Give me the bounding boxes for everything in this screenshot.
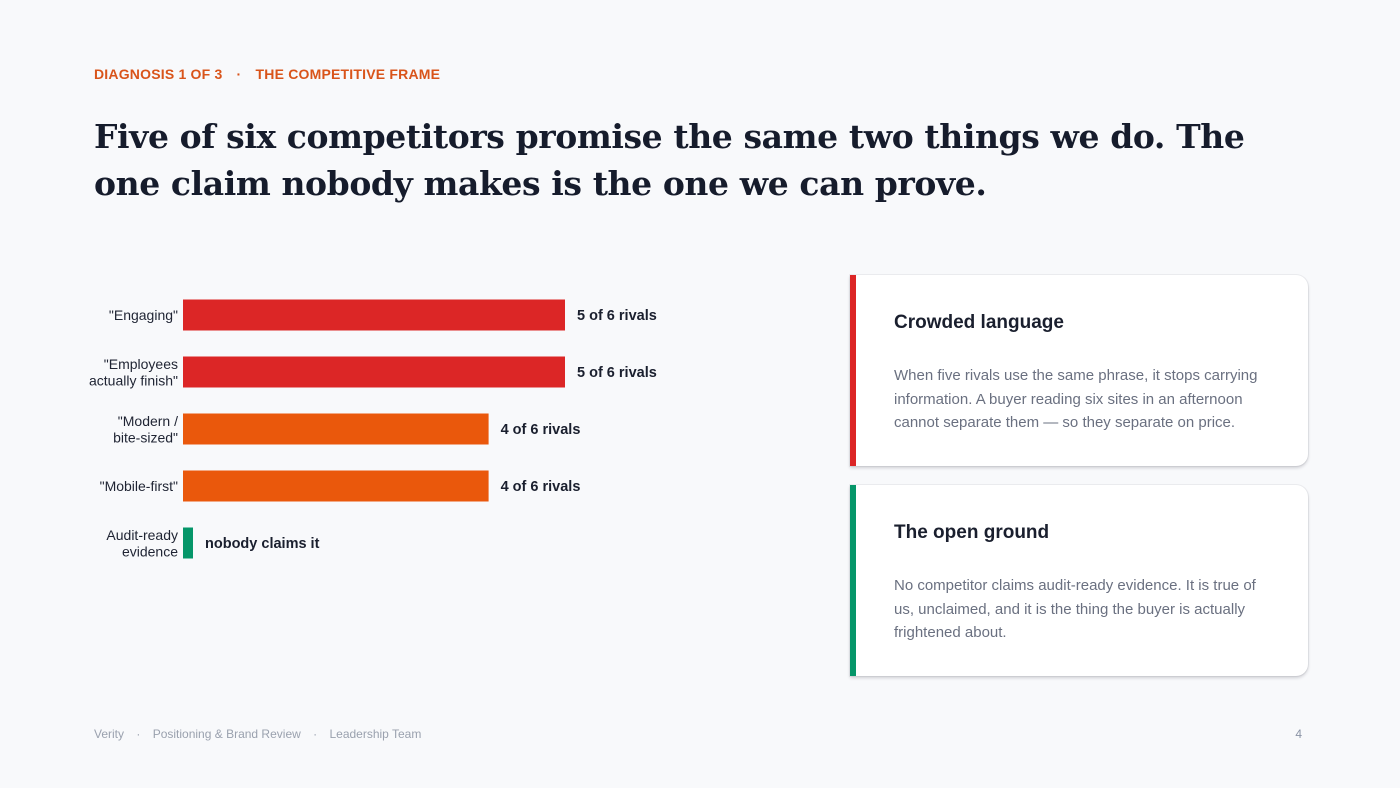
eyebrow-section: DIAGNOSIS 1 OF 3 [94, 66, 223, 82]
category-label: "Mobile-first" [100, 478, 178, 494]
footer-deck-title: Positioning & Brand Review [152, 727, 301, 741]
value-label: 4 of 6 rivals [501, 479, 581, 495]
value-label: 5 of 6 rivals [577, 308, 657, 324]
crowded-language-card: Crowded language When five rivals use th… [850, 275, 1308, 466]
category-label: bite-sized" [113, 429, 178, 445]
value-label: 5 of 6 rivals [577, 365, 657, 381]
card-accent-bar [850, 485, 856, 676]
card-body: When five rivals use the same phrase, it… [894, 367, 1258, 431]
category-label: "Employees [104, 356, 178, 372]
page-number: 4 [1295, 727, 1302, 741]
bar [183, 470, 489, 502]
bar [183, 413, 489, 445]
footer-audience: Leadership Team [329, 727, 422, 741]
bar [183, 356, 565, 388]
value-label: 4 of 6 rivals [501, 422, 581, 438]
footer-separator: · [136, 727, 141, 741]
eyebrow: DIAGNOSIS 1 OF 3 · THE COMPETITIVE FRAME [94, 66, 440, 82]
bar-chart: "Engaging" 5 of 6 rivals "Employeesactuall… [89, 299, 657, 559]
category-label: "Engaging" [109, 307, 178, 323]
eyebrow-topic: THE COMPETITIVE FRAME [255, 66, 441, 82]
category-label: "Modern / [118, 413, 178, 429]
bar [183, 527, 193, 559]
card-accent-bar [850, 275, 856, 466]
category-label: actually finish" [89, 372, 178, 388]
category-label: evidence [122, 543, 178, 559]
card-title: The open ground [894, 522, 1050, 543]
card-body: No competitor claims audit-ready evidenc… [894, 577, 1256, 641]
footer-brand: Verity [94, 727, 125, 741]
footer: Verity · Positioning & Brand Review · Le… [94, 727, 421, 741]
slide-headline: Five of six competitors promise the same… [94, 117, 1245, 203]
bar [183, 299, 565, 331]
card-title: Crowded language [894, 312, 1064, 333]
value-label: nobody claims it [205, 536, 320, 552]
category-label: Audit-ready [106, 527, 178, 543]
open-ground-card: The open ground No competitor claims aud… [850, 485, 1308, 676]
eyebrow-separator: · [236, 66, 242, 82]
footer-separator: · [313, 727, 318, 741]
